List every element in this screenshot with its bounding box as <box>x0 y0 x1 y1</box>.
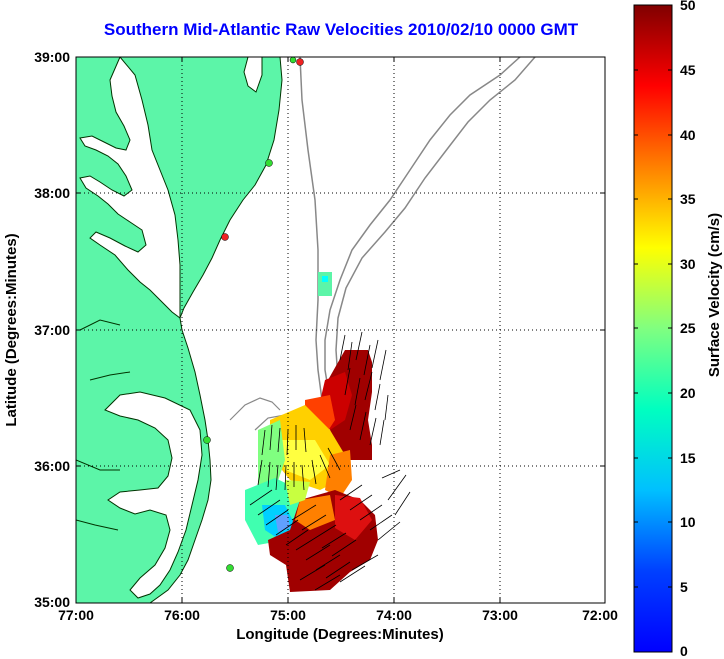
station-marker <box>296 58 304 66</box>
station-marker <box>226 564 234 572</box>
colorbar-tick-label: 50 <box>680 0 696 13</box>
bathymetry-contour <box>324 57 521 401</box>
colorbar-tick-label: 25 <box>680 320 696 336</box>
station-marker <box>221 233 229 241</box>
colorbar-label: Surface Velocity (cm/s) <box>706 213 723 377</box>
x-tick-label: 73:00 <box>482 607 518 623</box>
x-tick-label: 74:00 <box>376 607 412 623</box>
y-tick-label: 39:00 <box>34 49 70 65</box>
y-tick-label: 37:00 <box>34 322 70 338</box>
station-marker <box>203 436 211 444</box>
y-tick-label: 35:00 <box>34 594 70 610</box>
y-axis-label: Latitude (Degrees:Minutes) <box>3 233 20 426</box>
colorbar-tick-label: 10 <box>680 514 696 530</box>
colorbar-tick-label: 0 <box>680 643 688 659</box>
colorbar-tick-label: 30 <box>680 256 696 272</box>
velocity-field <box>245 350 378 592</box>
colorbar-tick-label: 40 <box>680 127 696 143</box>
x-axis-label: Longitude (Degrees:Minutes) <box>236 626 444 643</box>
x-tick-label: 72:00 <box>582 607 618 623</box>
y-tick-marks <box>76 192 605 467</box>
colorbar-tick-label: 20 <box>680 385 696 401</box>
station-marker <box>289 57 297 64</box>
y-tick-label: 36:00 <box>34 458 70 474</box>
x-tick-label: 76:00 <box>164 607 200 623</box>
grid-lines <box>76 57 605 603</box>
x-tick-marks <box>75 57 606 603</box>
delaware-bay <box>243 57 263 93</box>
colorbar-tick-label: 45 <box>680 62 696 78</box>
y-tick-label: 38:00 <box>34 185 70 201</box>
colorbar-tick-label: 15 <box>680 450 696 466</box>
station-marker <box>265 159 273 167</box>
chesapeake-bay <box>79 57 181 319</box>
river-lines <box>76 319 131 531</box>
colorbar-ticks <box>634 69 672 588</box>
x-tick-label: 75:00 <box>270 607 306 623</box>
bathymetry-contour <box>335 57 536 381</box>
velocity-patch-north <box>318 272 332 296</box>
colorbar <box>633 4 673 653</box>
colorbar-tick-label: 35 <box>680 191 696 207</box>
colorbar-tick-label: 5 <box>680 579 688 595</box>
velocity-vectors <box>249 331 411 591</box>
pamlico-sound <box>104 391 203 599</box>
chart-title: Southern Mid-Atlantic Raw Velocities 201… <box>103 20 579 39</box>
x-tick-label: 77:00 <box>58 607 94 623</box>
